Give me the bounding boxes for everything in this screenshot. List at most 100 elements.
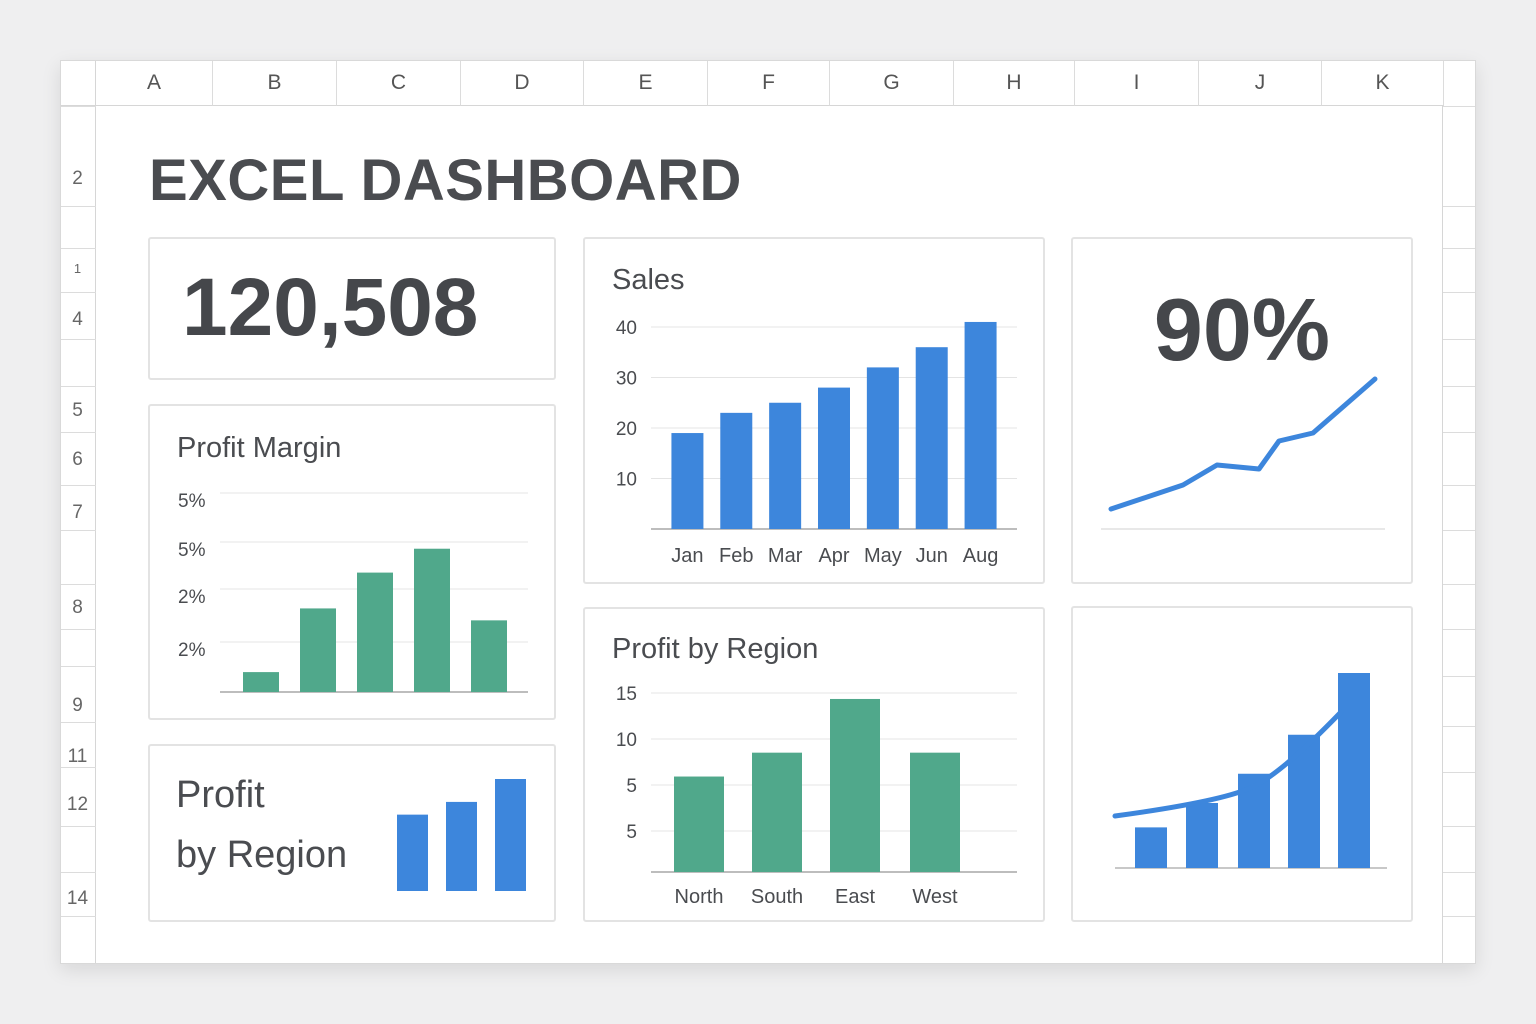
profit-region-card[interactable]: Profit by Region 15 10 5 5 North South East Wes…: [583, 607, 1045, 922]
row-divider: [1443, 485, 1475, 486]
dashboard-title: EXCEL DASHBOARD: [149, 148, 742, 213]
row-divider: [61, 722, 96, 723]
x-tick-label: Aug: [963, 545, 999, 567]
y-tick-label: 5%: [178, 540, 206, 561]
row-divider: [61, 339, 96, 340]
row-divider: [1443, 584, 1475, 585]
x-tick-label: Feb: [719, 545, 753, 567]
growth-chart: [1112, 673, 1387, 869]
row-divider: [61, 248, 96, 249]
column-header-a[interactable]: A: [96, 61, 213, 106]
y-tick-label: 5: [626, 776, 637, 797]
row-number-9[interactable]: 9: [72, 695, 83, 716]
y-tick-label: 40: [616, 318, 637, 339]
column-header-h[interactable]: H: [954, 61, 1075, 106]
bar-north: [674, 776, 724, 872]
row-number-8[interactable]: 8: [72, 597, 83, 618]
row-divider: [61, 767, 96, 768]
y-tick-label: 10: [616, 730, 637, 751]
row-divider: [1443, 248, 1475, 249]
mini-bar: [495, 779, 526, 891]
y-tick-label: 20: [616, 419, 637, 440]
column-header-k[interactable]: K: [1322, 61, 1444, 106]
column-header-g[interactable]: G: [830, 61, 954, 106]
row-divider: [1443, 772, 1475, 773]
column-header-c[interactable]: C: [337, 61, 461, 106]
row-divider: [1443, 726, 1475, 727]
growth-bar: [1338, 673, 1370, 868]
growth-bar: [1135, 827, 1167, 868]
profit-region-title: Profit by Region: [612, 633, 819, 665]
y-tick-label: 30: [616, 369, 637, 390]
x-tick-label: Apr: [818, 545, 849, 567]
x-tick-label: Jun: [916, 545, 948, 567]
margin-bar: [357, 572, 393, 692]
row-number-7[interactable]: 7: [72, 502, 83, 523]
margin-bar: [243, 672, 279, 692]
column-header-b[interactable]: B: [213, 61, 337, 106]
column-header-e[interactable]: E: [584, 61, 708, 106]
profit-region-mini-card[interactable]: Profit by Region: [148, 744, 556, 922]
profit-region-chart: 15 10 5 5 North South East West: [616, 684, 1017, 908]
x-tick-label: North: [675, 886, 724, 908]
sales-chart: 40 30 20 10 Jan Feb Mar Apr May Jun Aug: [616, 318, 1017, 567]
margin-bar: [300, 608, 336, 692]
row-divider: [61, 666, 96, 667]
row-divider: [1443, 872, 1475, 873]
row-number-2[interactable]: 2: [72, 168, 83, 189]
row-divider: [1443, 530, 1475, 531]
row-divider: [1443, 676, 1475, 677]
bar-west: [910, 752, 960, 872]
row-divider: [1443, 386, 1475, 387]
column-header-d[interactable]: D: [461, 61, 584, 106]
bar-apr: [818, 387, 850, 529]
growth-card[interactable]: [1071, 606, 1413, 922]
row-divider: [1443, 916, 1475, 917]
x-tick-label: West: [912, 886, 958, 908]
kpi-total-card[interactable]: 120,508: [148, 237, 556, 380]
row-divider: [1443, 106, 1475, 107]
column-header-i[interactable]: I: [1075, 61, 1199, 106]
column-header-j[interactable]: J: [1199, 61, 1322, 106]
x-tick-label: East: [835, 886, 875, 908]
column-header-f[interactable]: F: [708, 61, 830, 106]
y-tick-label: 15: [616, 684, 637, 705]
select-all-corner[interactable]: [61, 61, 96, 106]
mini-bar: [446, 801, 477, 891]
row-number-11[interactable]: 11: [67, 746, 88, 767]
profit-margin-card[interactable]: Profit Margin 5% 5% 2% 2%: [148, 404, 556, 720]
y-tick-label: 10: [616, 470, 637, 491]
profit-region-mini-title-line2: by Region: [176, 834, 348, 876]
row-number-1[interactable]: 1: [73, 261, 82, 276]
trend-line: [1108, 376, 1378, 512]
bar-mar: [769, 402, 802, 529]
sales-title: Sales: [612, 264, 685, 296]
sales-card[interactable]: Sales 40 30 20 10 Jan Feb Mar Apr May Jun Aug: [583, 237, 1045, 584]
row-divider: [61, 584, 96, 585]
x-tick-label: Jan: [671, 545, 703, 567]
row-number-5[interactable]: 5: [72, 400, 83, 421]
row-gutter: 2 1 4 5 6 7 8 9 11 12 14: [61, 106, 96, 963]
row-number-4[interactable]: 4: [72, 309, 83, 330]
bar-aug: [964, 321, 997, 529]
bar-jun: [915, 347, 948, 529]
percent-card[interactable]: 90%: [1071, 237, 1413, 584]
row-divider: [61, 629, 96, 630]
x-tick-label: May: [864, 545, 902, 567]
row-divider: [1443, 292, 1475, 293]
row-number-12[interactable]: 12: [66, 794, 89, 815]
growth-bar: [1288, 734, 1320, 868]
row-divider: [61, 872, 96, 873]
kpi-total-value: 120,508: [182, 262, 479, 353]
growth-bar: [1186, 803, 1218, 868]
row-divider: [61, 916, 96, 917]
row-divider: [61, 206, 96, 207]
y-tick-label: 2%: [178, 640, 206, 661]
x-tick-label: South: [751, 886, 803, 908]
row-divider: [61, 106, 96, 107]
row-number-14[interactable]: 14: [66, 888, 89, 909]
row-number-6[interactable]: 6: [72, 449, 83, 470]
row-divider: [1443, 432, 1475, 433]
bar-may: [866, 367, 899, 529]
